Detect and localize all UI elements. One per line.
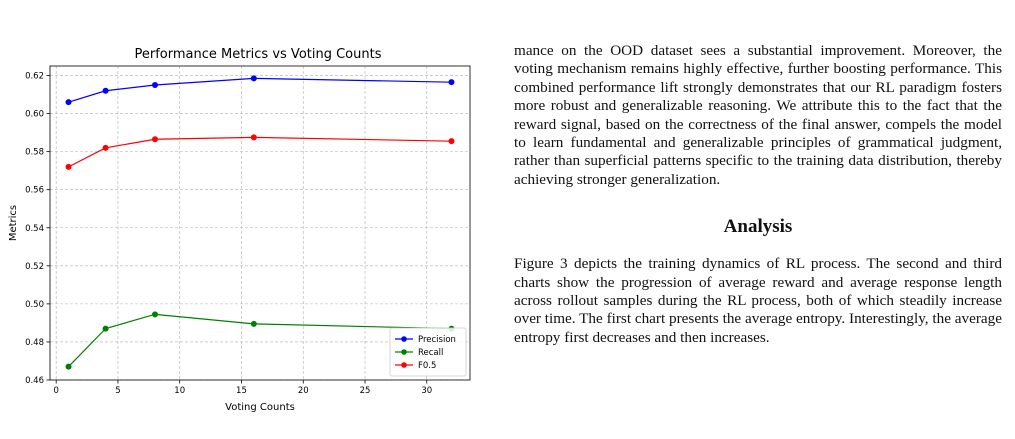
x-tick-label: 25	[360, 386, 371, 396]
data-point-f0-5	[152, 136, 158, 143]
y-tick-label: 0.54	[25, 224, 44, 234]
legend-box	[389, 327, 467, 377]
chart-title: Performance Metrics vs Voting Counts	[135, 47, 382, 62]
data-point-f0-5	[448, 138, 455, 145]
legend-marker-precision	[401, 336, 407, 342]
legend-label-precision: Precision	[418, 335, 456, 345]
body-text-column: mance on the OOD dataset sees a substant…	[514, 42, 1002, 347]
legend-marker-recall	[401, 349, 407, 355]
y-tick-label: 0.60	[25, 110, 44, 120]
chart-grid	[50, 66, 470, 381]
y-axis-label: Metrics	[8, 205, 19, 241]
data-point-f0-5	[250, 134, 257, 141]
x-tick-label: 30	[421, 386, 432, 396]
data-point-precision	[65, 99, 72, 106]
chart-legend: Precision Recall F0.5	[389, 327, 467, 377]
chart-svg: Performance Metrics vs Voting Counts 0 5 1…	[8, 47, 471, 413]
series-line-precision	[68, 77, 452, 103]
y-tick-label: 0.56	[25, 186, 44, 196]
y-tick-label: 0.46	[25, 376, 44, 386]
x-axis-label: Voting Counts	[225, 402, 295, 413]
paragraph-1: mance on the OOD dataset sees a substant…	[514, 42, 1002, 188]
y-tick-label: 0.52	[25, 262, 44, 272]
performance-chart: Performance Metrics vs Voting Counts 0 5 1…	[0, 38, 490, 418]
series-line-f0-5	[68, 136, 452, 168]
chart-series	[65, 75, 455, 370]
data-point-recall	[102, 325, 109, 332]
y-tick-label: 0.58	[25, 148, 44, 158]
data-point-recall	[250, 320, 257, 327]
data-point-recall	[65, 363, 72, 370]
x-tick-label: 5	[115, 386, 120, 396]
data-point-f0-5	[102, 144, 109, 151]
legend-label-f0-5: F0.5	[418, 361, 436, 371]
top-text-remnant	[0, 0, 1015, 10]
paragraph-2: Figure 3 depicts the training dynamics o…	[514, 255, 1002, 346]
y-tick-label: 0.50	[25, 300, 44, 310]
x-tick-label: 20	[298, 386, 309, 396]
chart-ticks: 0 5 10 15 20 25 30 0.46 0.48 0.50 0.52 0.54 0.56 0.58…	[25, 72, 432, 396]
y-tick-label: 0.62	[25, 72, 44, 82]
data-point-recall	[152, 311, 158, 318]
data-point-precision	[102, 87, 109, 94]
y-tick-label: 0.48	[25, 338, 44, 348]
data-point-f0-5	[65, 163, 72, 170]
x-tick-label: 15	[236, 386, 247, 396]
legend-marker-f0-5	[401, 362, 407, 368]
data-point-precision	[250, 75, 257, 82]
x-tick-label: 10	[174, 386, 185, 396]
data-point-precision	[152, 82, 158, 89]
x-tick-label: 0	[53, 386, 58, 396]
data-point-precision	[448, 79, 455, 86]
section-heading-analysis: Analysis	[723, 216, 793, 238]
legend-label-recall: Recall	[418, 348, 443, 358]
plot-frame	[49, 65, 471, 381]
